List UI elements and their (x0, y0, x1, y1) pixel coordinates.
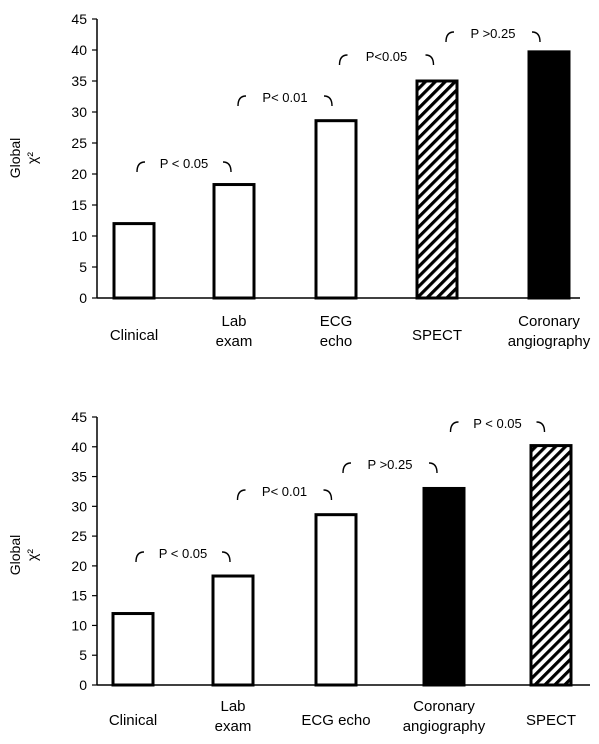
p-value-annotation: P < 0.05 (159, 546, 208, 561)
y-tick-label: 20 (71, 558, 87, 574)
y-tick-label: 25 (71, 528, 87, 544)
y-tick-label: 40 (71, 42, 87, 58)
annotation-right-bracket (425, 54, 435, 66)
annotation-left-bracket (135, 551, 145, 563)
y-tick-label: 20 (71, 166, 87, 182)
category-label: exam (216, 333, 253, 350)
annotation-left-bracket (449, 421, 459, 433)
chart-top: 0 5 10 15 20 25 30 35 40 45 Globalχ² Clinical Lab exa… (7, 11, 591, 350)
y-tick-label: 25 (71, 135, 87, 151)
y-tick-label: 15 (71, 197, 87, 213)
category-label: ECG echo (301, 712, 370, 729)
y-axis-label-line: χ² (24, 152, 40, 164)
bar-0 (112, 222, 156, 300)
bar-4 (529, 444, 573, 687)
y-axis-label-line: Global (7, 138, 23, 178)
category-label: Clinical (109, 712, 157, 729)
p-value-annotation: P< 0.01 (262, 484, 307, 499)
p-value-annotation: P >0.25 (471, 26, 516, 41)
annotation-left-bracket (237, 95, 247, 107)
bar-3 (422, 486, 466, 687)
bar-2 (314, 513, 358, 687)
bar-0 (111, 612, 155, 687)
category-label: Coronary (413, 698, 475, 715)
annotation-right-bracket (323, 95, 333, 107)
y-axis-label-line: χ² (24, 549, 40, 561)
p-value-annotation: P < 0.05 (160, 156, 209, 171)
bar-2 (314, 119, 358, 300)
y-tick-label: 45 (71, 11, 87, 27)
annotation-left-bracket (338, 54, 348, 66)
y-tick-label: 35 (71, 73, 87, 89)
bar-3 (415, 79, 459, 300)
category-label: SPECT (526, 712, 576, 729)
bar-1 (211, 574, 255, 687)
chart-bottom: 0 5 10 15 20 25 30 35 40 45 Globalχ² Clinical Lab exa… (7, 409, 590, 735)
y-tick-label: 10 (71, 228, 87, 244)
annotation-right-bracket (222, 161, 232, 173)
annotation-right-bracket (428, 462, 438, 474)
y-tick-label: 45 (71, 409, 87, 425)
bar-1 (212, 183, 256, 300)
y-tick-label: 10 (71, 617, 87, 633)
p-value-annotation: P<0.05 (366, 49, 408, 64)
y-tick-label: 0 (79, 290, 87, 306)
category-label: echo (320, 333, 353, 350)
category-label: exam (215, 718, 252, 735)
y-axis-label: Globalχ² (7, 535, 40, 575)
category-label: SPECT (412, 327, 462, 344)
y-tick-label: 5 (79, 259, 87, 275)
category-label: ECG (320, 313, 353, 330)
annotation-left-bracket (445, 31, 455, 43)
y-tick-label: 15 (71, 588, 87, 604)
annotation-left-bracket (342, 462, 352, 474)
annotation-left-bracket (136, 161, 146, 173)
p-value-annotation: P < 0.05 (473, 416, 522, 431)
y-axis-label: Globalχ² (7, 138, 40, 178)
y-tick-label: 5 (79, 647, 87, 663)
y-tick-label: 30 (71, 104, 87, 120)
category-label: Clinical (110, 327, 158, 344)
annotation-left-bracket (236, 489, 246, 501)
y-axis-label-line: Global (7, 535, 23, 575)
category-label: Lab (220, 698, 245, 715)
category-label: angiography (403, 718, 486, 735)
category-label: angiography (508, 333, 591, 350)
y-tick-label: 30 (71, 498, 87, 514)
y-tick-label: 35 (71, 469, 87, 485)
annotation-right-bracket (221, 551, 231, 563)
y-tick-label: 0 (79, 677, 87, 693)
annotation-right-bracket (531, 31, 541, 43)
category-label: Lab (221, 313, 246, 330)
p-value-annotation: P< 0.01 (262, 90, 307, 105)
annotation-right-bracket (536, 421, 546, 433)
y-tick-label: 40 (71, 439, 87, 455)
bar-4 (527, 50, 571, 300)
category-label: Coronary (518, 313, 580, 330)
p-value-annotation: P >0.25 (368, 457, 413, 472)
annotation-right-bracket (323, 489, 333, 501)
